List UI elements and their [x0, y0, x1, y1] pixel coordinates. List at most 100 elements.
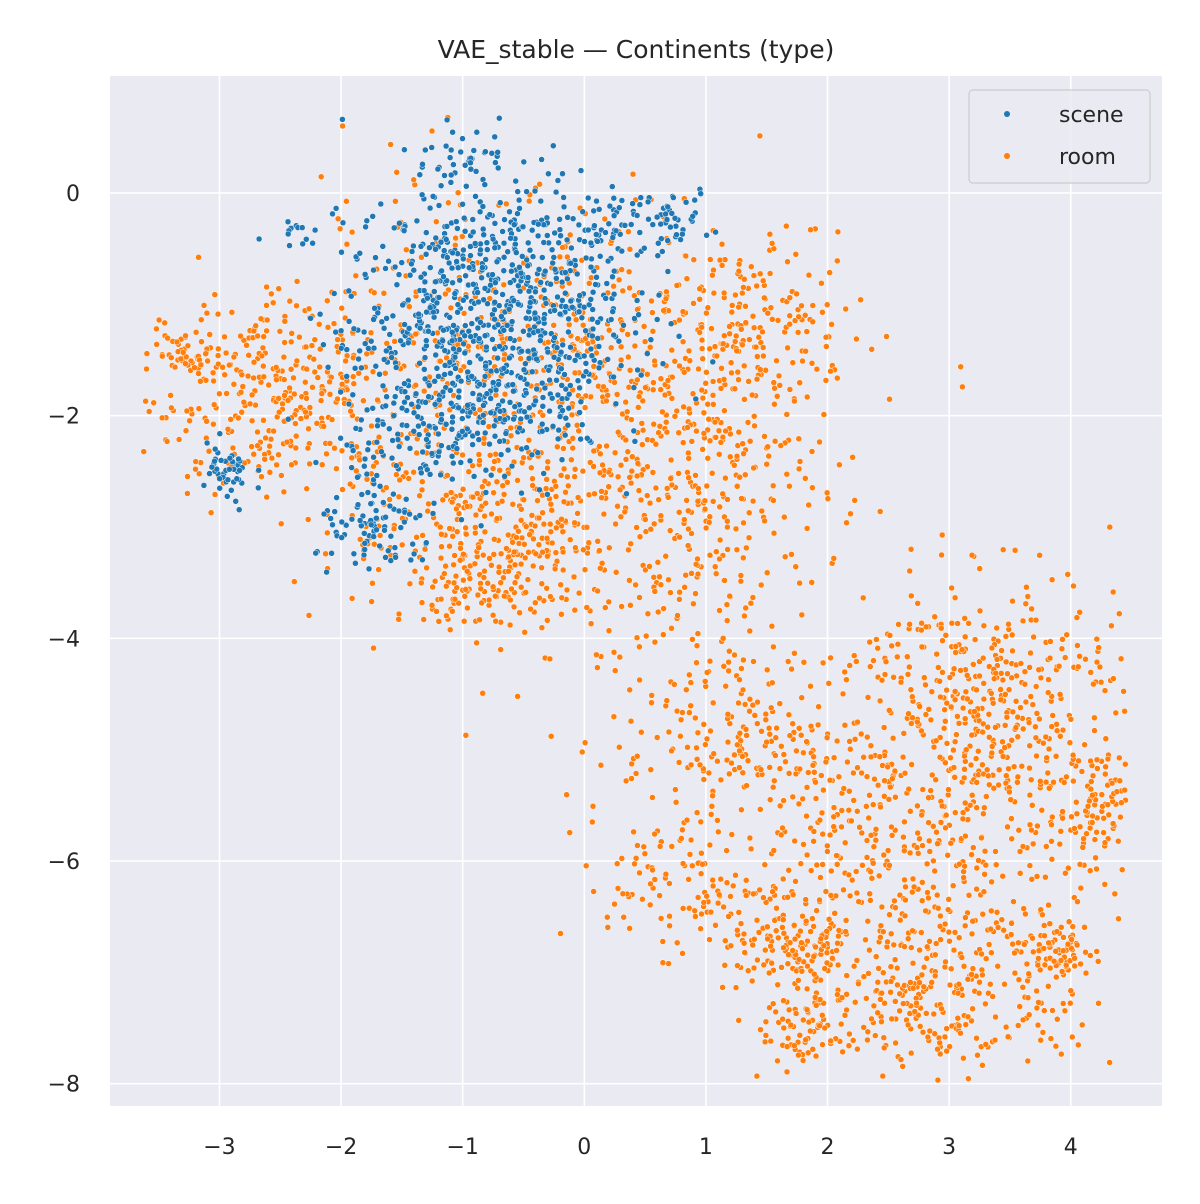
point-room [876, 508, 884, 515]
point-room [143, 350, 151, 357]
point-scene [284, 230, 292, 238]
point-scene [673, 231, 680, 238]
point-room [797, 927, 804, 935]
point-room [662, 870, 670, 878]
point-room [293, 357, 301, 365]
point-room [1076, 609, 1083, 616]
point-scene [224, 493, 231, 500]
point-room [726, 647, 733, 655]
point-room [841, 668, 848, 676]
point-room [971, 708, 978, 715]
point-scene [387, 532, 395, 540]
point-room [968, 851, 975, 858]
point-room [1019, 725, 1027, 733]
point-scene [394, 436, 402, 443]
point-scene [577, 167, 585, 174]
point-scene [331, 508, 338, 515]
point-room [501, 390, 509, 398]
point-room [210, 420, 217, 428]
point-scene [562, 303, 569, 310]
point-room [1028, 826, 1035, 834]
point-scene [428, 144, 435, 151]
point-scene [414, 403, 422, 411]
point-scene [653, 316, 661, 323]
point-room [968, 731, 976, 739]
point-room [585, 539, 593, 546]
point-room [1089, 772, 1097, 780]
point-room [1059, 808, 1066, 815]
point-room [994, 962, 1001, 970]
point-room [581, 404, 589, 411]
point-scene [400, 227, 408, 234]
point-room [981, 847, 989, 855]
point-scene [537, 279, 544, 286]
point-room [303, 485, 310, 492]
point-scene [580, 352, 588, 360]
point-scene [482, 362, 489, 370]
point-room [686, 357, 694, 364]
point-room [492, 450, 499, 458]
point-room [599, 461, 606, 469]
point-scene [454, 225, 461, 232]
point-room [732, 291, 739, 299]
point-scene [575, 308, 583, 316]
point-room [880, 1044, 888, 1052]
point-room [1007, 931, 1015, 938]
point-room [960, 1054, 967, 1062]
point-room [731, 751, 738, 759]
point-room [904, 935, 912, 942]
point-room [604, 392, 611, 399]
point-room [475, 451, 483, 458]
point-scene [430, 308, 437, 316]
point-scene [616, 231, 624, 238]
point-room [192, 465, 199, 473]
point-room [302, 408, 309, 416]
point-room [732, 984, 740, 991]
point-room [901, 769, 909, 777]
point-room [315, 321, 323, 328]
point-room [703, 669, 711, 676]
point-room [631, 292, 638, 299]
point-room [715, 891, 723, 898]
point-room [930, 743, 938, 751]
point-room [659, 959, 667, 966]
point-room [338, 304, 345, 312]
point-scene [446, 154, 454, 161]
point-room [662, 295, 670, 303]
point-room [981, 871, 988, 878]
point-room [976, 978, 983, 986]
point-room [511, 561, 519, 569]
point-scene [551, 307, 558, 314]
point-scene [544, 491, 551, 498]
point-room [750, 272, 758, 279]
point-room [616, 743, 623, 751]
point-room [476, 457, 483, 464]
point-scene [441, 347, 449, 354]
point-room [799, 1057, 807, 1064]
point-room [683, 816, 691, 824]
point-scene [593, 274, 600, 281]
point-room [945, 786, 952, 793]
point-room [343, 240, 351, 248]
point-room [202, 350, 209, 357]
point-room [466, 575, 474, 582]
point-room [791, 935, 799, 943]
point-room [821, 965, 828, 972]
point-room [679, 308, 687, 315]
point-room [1034, 1021, 1042, 1029]
point-room [711, 563, 719, 570]
point-room [1046, 964, 1054, 972]
point-room [698, 336, 706, 344]
point-room [947, 754, 954, 762]
point-scene [443, 116, 451, 124]
point-room [951, 774, 958, 781]
point-room [589, 803, 597, 810]
point-room [525, 197, 533, 205]
point-room [947, 703, 955, 711]
point-room [709, 699, 717, 707]
point-room [867, 663, 874, 670]
point-scene [551, 334, 558, 341]
point-room [604, 913, 611, 921]
point-room [708, 325, 715, 332]
point-room [892, 904, 899, 911]
